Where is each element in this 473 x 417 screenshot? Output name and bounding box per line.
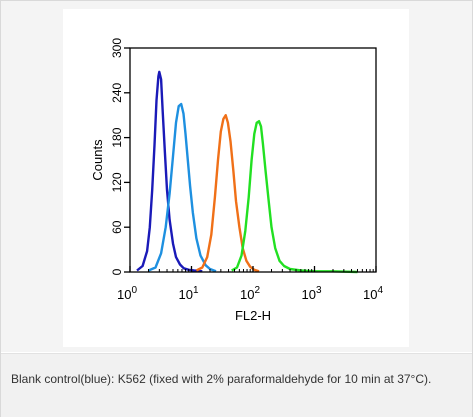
y-tick-label: 300 bbox=[110, 38, 124, 58]
figure-panel bbox=[63, 9, 409, 347]
y-axis: 0 60 120 180 240 300 bbox=[110, 38, 130, 275]
y-axis-label: Counts bbox=[90, 139, 105, 181]
plot-frame bbox=[129, 47, 377, 273]
y-tick-label: 120 bbox=[110, 172, 124, 192]
y-tick-label: 60 bbox=[110, 220, 124, 234]
caption-bar: Blank control(blue): K562 (fixed with 2%… bbox=[1, 353, 472, 417]
caption-text: Blank control(blue): K562 (fixed with 2%… bbox=[11, 372, 432, 386]
y-tick-label: 240 bbox=[110, 82, 124, 102]
x-tick-label: 101 bbox=[178, 285, 198, 302]
series-line-3 bbox=[231, 119, 358, 274]
flow-cytometry-histogram: 100 101 102 103 104 0 60 120 180 240 300 FL2-H Co… bbox=[90, 38, 383, 323]
x-tick-label: 103 bbox=[301, 285, 321, 302]
x-axis-label: FL2-H bbox=[235, 308, 271, 323]
series-line-0 bbox=[136, 70, 203, 273]
figure-area: 100 101 102 103 104 0 60 120 180 240 300 FL2-H Co… bbox=[1, 1, 472, 352]
x-axis: 100 101 102 103 104 bbox=[117, 266, 383, 302]
y-tick-label: 180 bbox=[110, 127, 124, 147]
x-tick-label: 102 bbox=[240, 285, 260, 302]
y-tick-label: 0 bbox=[110, 268, 124, 275]
x-tick-label: 104 bbox=[363, 285, 383, 302]
x-tick-label: 100 bbox=[117, 285, 137, 302]
series-line-2 bbox=[195, 113, 260, 273]
series-line-1 bbox=[148, 102, 217, 273]
series-layer bbox=[136, 70, 358, 274]
